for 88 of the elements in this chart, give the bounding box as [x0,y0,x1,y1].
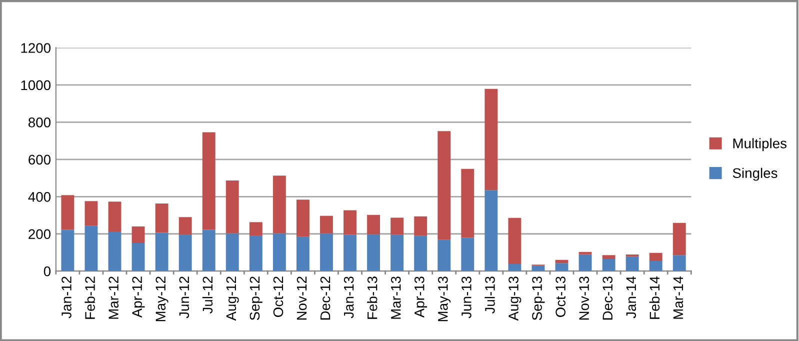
x-tick-label: Aug-13 [508,276,522,321]
bar [249,222,262,236]
x-tick-label: Dec-13 [602,276,613,320]
x-tick-label: May-13 [438,276,451,322]
x-tick-label: May-12 [156,276,168,322]
bar [626,256,639,272]
bar [178,234,192,272]
bar [226,233,239,272]
bar [484,190,498,272]
x-tick-label: Jun-12 [179,276,190,318]
bar [390,234,404,272]
bar [438,240,451,272]
bar [155,232,168,272]
bar [555,260,568,264]
y-tick-label: 400 [28,192,51,202]
x-tick-label: Jul-13 [484,276,495,314]
bar [367,214,380,234]
bar [344,210,356,235]
bar [438,131,451,240]
bar [461,238,474,272]
y-tick-label: 1200 [21,43,51,53]
bar [272,176,286,234]
x-tick-label: Feb-13 [367,276,378,319]
bar [296,236,310,272]
x-tick-label: Jun-13 [462,276,472,318]
x-tick-label: Jan-13 [344,276,354,318]
bar [344,234,356,272]
bar [226,180,239,234]
bar [649,261,662,272]
x-tick-label: Oct-13 [556,276,566,317]
x-tick-label: Jul-12 [202,276,213,314]
bar [484,88,498,190]
bar [367,234,380,272]
x-tick-label: Jan-12 [62,276,72,318]
bar [272,233,286,272]
y-tick-label: 200 [28,229,51,240]
x-tick-label: Nov-13 [579,276,589,320]
bar [461,168,474,238]
bar [155,204,168,233]
x-tick-label: Oct-12 [273,276,284,317]
x-tick-label: Mar-14 [673,276,684,319]
bar [84,201,98,226]
bar [532,266,545,272]
bar [132,226,145,243]
bar [84,226,98,272]
legend-label: Multiples [733,138,787,152]
bar [249,236,262,272]
bar [108,231,122,272]
x-tick-label: Nov-12 [296,276,307,320]
bar [296,200,310,237]
bar [202,132,216,230]
y-tick-label: 800 [28,118,51,128]
x-tick-label: Mar-12 [108,276,118,319]
bar [672,255,686,272]
bar [508,218,522,264]
bar [414,236,428,272]
bar [61,230,74,272]
x-tick-label: Jan-14 [626,276,636,318]
legend-label: Singles [732,168,778,181]
x-tick-label: Feb-14 [649,276,660,319]
bar [61,195,74,230]
y-tick-label: 1000 [21,80,51,90]
bar [602,258,616,272]
bar [390,218,404,235]
x-tick-label: Sep-12 [250,276,262,320]
bar [578,254,592,272]
y-tick-label: 600 [28,154,51,165]
bar [108,202,122,232]
bar [602,255,616,259]
y-tick-label: 0 [44,266,51,276]
bar [320,216,333,234]
bar [320,233,333,272]
bar [508,264,522,272]
x-tick-label: Aug-12 [226,276,239,321]
x-tick-label: Apr-12 [132,276,145,318]
bar [672,222,686,256]
bar [649,252,662,262]
x-tick-label: Dec-12 [320,276,330,320]
x-tick-label: Feb-12 [84,276,95,319]
x-tick-label: Sep-13 [532,276,545,320]
bar [578,252,592,254]
x-tick-label: Apr-13 [414,276,428,318]
bar [202,230,216,272]
bar [178,217,192,234]
bar [555,263,568,272]
bar [132,242,145,272]
bar [414,216,428,236]
x-tick-label: Mar-13 [390,276,401,319]
